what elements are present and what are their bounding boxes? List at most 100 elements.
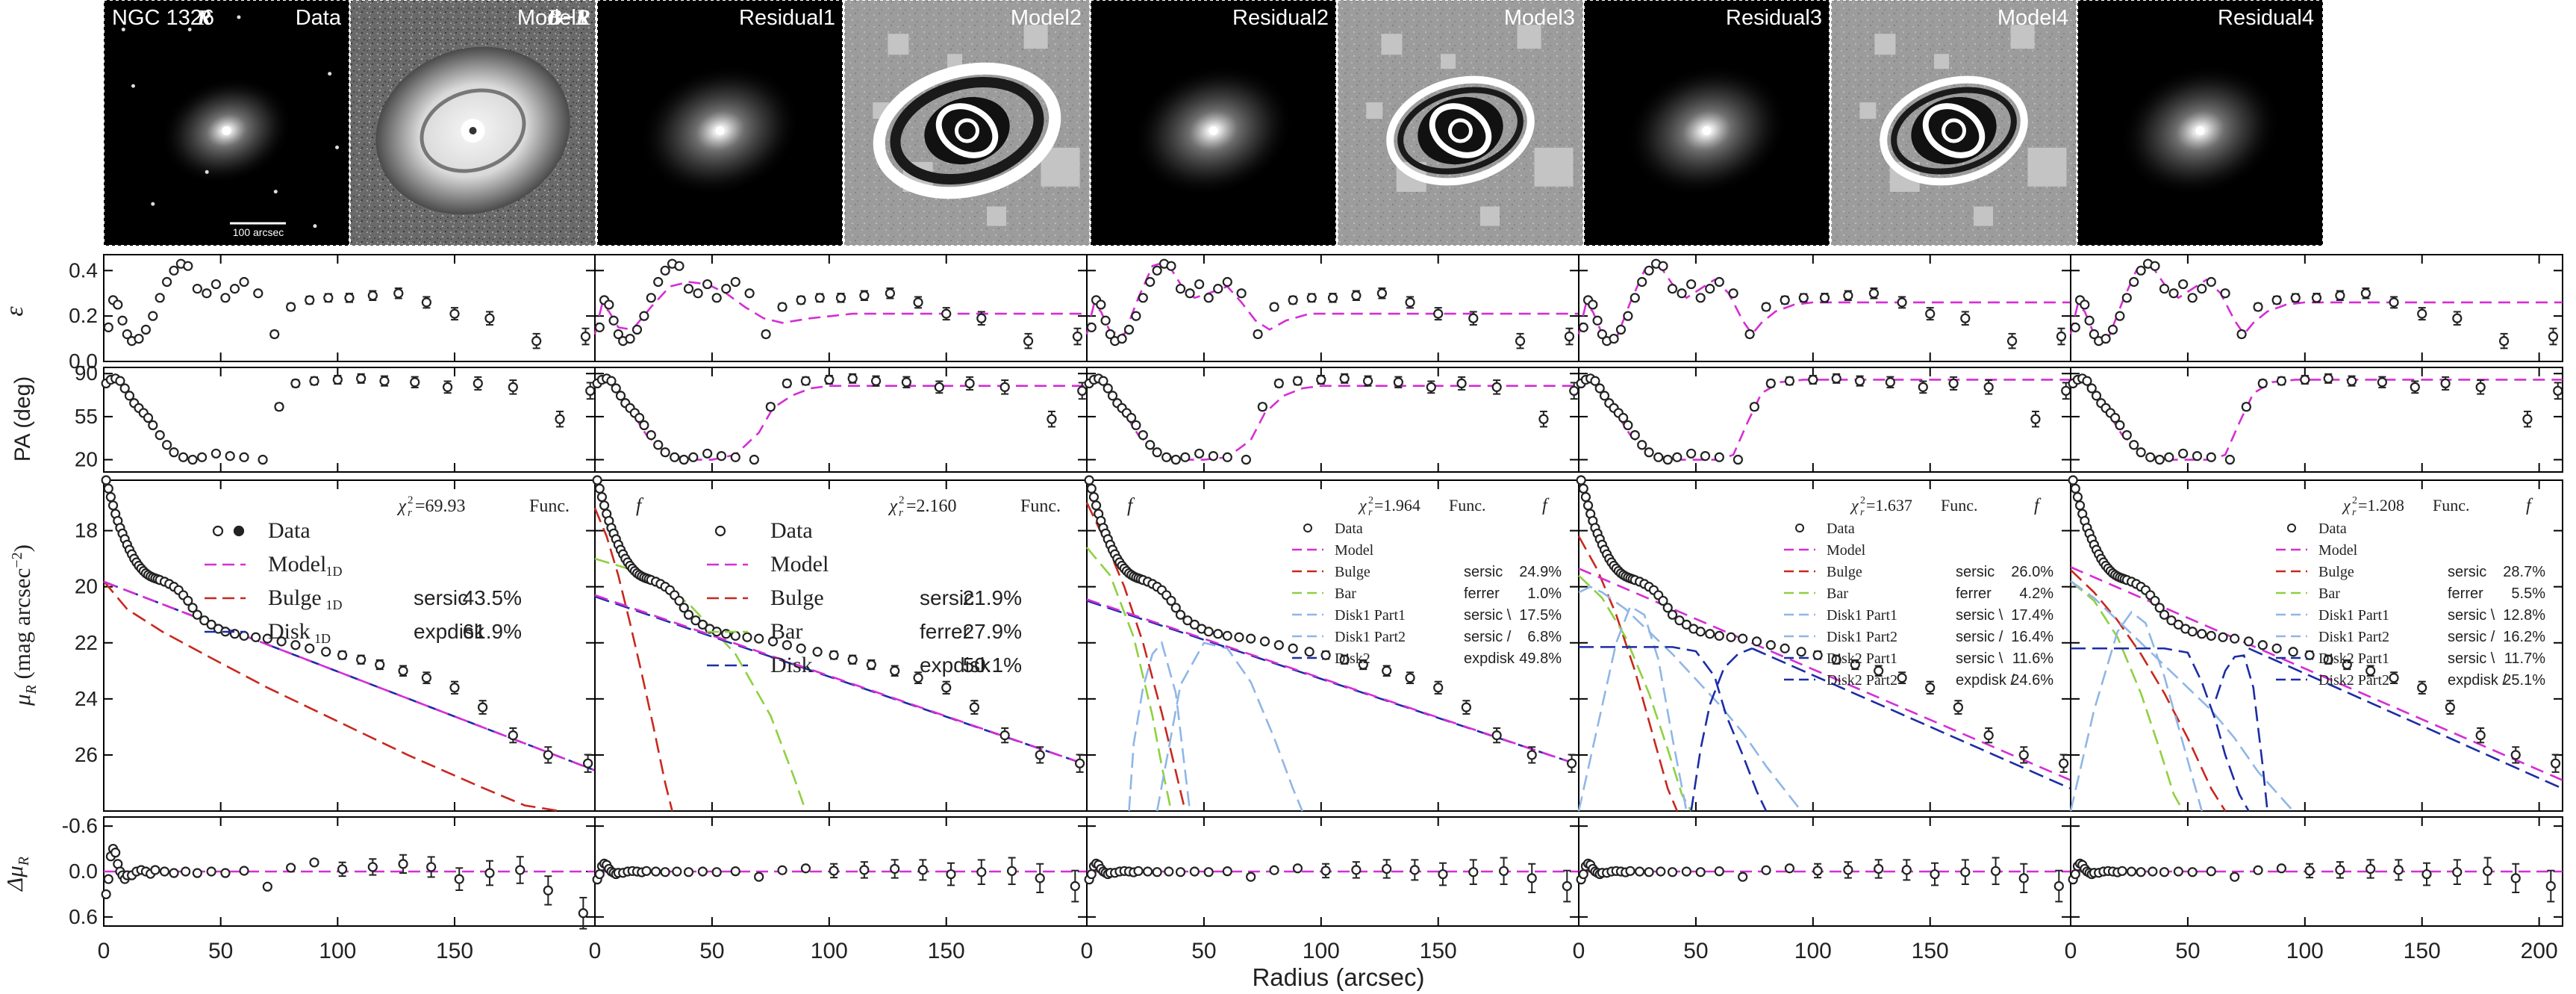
pa-data-point: [2206, 452, 2216, 462]
eps-data-point: [192, 284, 202, 294]
eps-data-point: [608, 315, 619, 326]
image-tile-3: [843, 0, 1091, 246]
x-tick-label: 150: [928, 939, 965, 963]
mu-data-point: [1582, 500, 1594, 511]
residual-point: [829, 866, 839, 876]
residual-point: [192, 868, 202, 878]
mu-data-point: [1726, 632, 1736, 642]
eps-data-point: [2121, 293, 2132, 303]
residual-spiral: [1429, 103, 1492, 158]
mu-data-point: [1491, 730, 1502, 741]
legend-label: Bar: [2318, 585, 2340, 602]
x-tick-label: 50: [1191, 939, 1216, 963]
mu-data-point: [1738, 633, 1748, 644]
eps-data-point: [1705, 284, 1715, 294]
mu-data-point: [449, 683, 460, 693]
legend-fraction: 49.8%: [1519, 650, 1562, 667]
eps-data-point: [1152, 265, 1162, 276]
res-tick-label: 0.0: [69, 860, 98, 883]
legend-subscript: 1D: [314, 631, 331, 646]
mu-data-point: [2074, 500, 2086, 511]
eps-data-point: [2080, 299, 2090, 310]
pa-data-point: [2346, 376, 2357, 386]
legend-func: ferrer: [1956, 585, 1992, 602]
pa-tick-label: 55: [75, 405, 98, 428]
legend-subscript: 1D: [326, 597, 343, 612]
residual-point: [1714, 866, 1724, 877]
panel-column-1: 0 50 100 150 χ r2 =2.160 Func. f Data Model Bulge se…: [589, 254, 1135, 963]
legend-header-func: Func.: [1020, 497, 1061, 516]
chi2-value: =1.208: [2358, 496, 2404, 515]
pa-data-point: [155, 429, 165, 441]
eps-data-point: [1798, 293, 1809, 303]
residual-nucleus: [1942, 118, 1966, 143]
eps-data-point: [134, 333, 144, 344]
eps-data-point: [2197, 284, 2207, 294]
eps-data-point: [2360, 288, 2371, 299]
pa-data-point: [124, 391, 135, 401]
br-nucleus: [469, 127, 477, 134]
pa-data-point: [800, 376, 811, 386]
residual-point: [1644, 867, 1654, 877]
eps-data-point: [2159, 284, 2170, 294]
res-symbol: Δμ: [1, 866, 28, 892]
chi2-value: =1.637: [1866, 496, 1912, 515]
residual-point: [1656, 866, 1666, 877]
eps-data-point: [2271, 295, 2282, 305]
residual-point: [1189, 866, 1200, 877]
residual-point: [976, 867, 987, 877]
y-label-res: ΔμR: [1, 857, 32, 892]
chi2-value: =69.93: [415, 497, 466, 516]
eps-tick-label: 0.4: [69, 258, 98, 282]
eps-data-point: [1630, 293, 1640, 303]
pa-data-point: [119, 383, 130, 394]
pa-data-point: [1170, 454, 1181, 465]
legend-header-f: f: [2034, 496, 2042, 515]
x-tick-label: 150: [1912, 939, 1949, 963]
mu-data-point: [1273, 640, 1284, 650]
pa-data-point: [1918, 382, 1928, 392]
eps-data-point: [1468, 313, 1479, 323]
mu-data-point: [1405, 673, 1415, 683]
star: [328, 72, 332, 76]
pa-data-point: [2129, 440, 2139, 450]
pa-data-point: [2553, 385, 2563, 396]
eps-data-point: [796, 295, 806, 305]
pa-data-point: [332, 374, 343, 385]
mu-data-point: [913, 673, 923, 683]
panel-column-4: 0 50 100 150 200 χ r2 =1.208 Func. f Data Model Bulg…: [2065, 254, 2563, 963]
mu-data-point: [543, 750, 553, 760]
pa-data-point: [870, 376, 882, 386]
residual-point: [1164, 866, 1174, 877]
mu-data-point: [1576, 475, 1586, 485]
mu-data-point: [2323, 654, 2333, 665]
pa-data-point: [1983, 382, 1994, 392]
x-tick-label: 100: [2286, 939, 2324, 963]
eps-data-point: [639, 311, 649, 321]
mu-data-point: [1170, 603, 1181, 613]
eps-data-point: [1564, 331, 1575, 342]
mu-data-point: [2304, 650, 2315, 660]
eps-data-point: [1072, 331, 1083, 342]
pa-data-point: [2192, 450, 2203, 462]
legend-fraction: 50.1%: [963, 653, 1022, 677]
pa-data-point: [2276, 376, 2287, 386]
mu-data-point: [477, 702, 488, 712]
mu-data-point: [103, 483, 113, 494]
mu-tick-label: 22: [75, 631, 98, 654]
mu-component-red: [103, 580, 561, 813]
mu-component-magenta: [594, 594, 1088, 766]
mu-data-point: [2218, 632, 2228, 642]
eps-data-point: [1405, 297, 1415, 308]
eps-data-point: [814, 293, 825, 303]
masked-region: [1441, 54, 1456, 69]
mu-data-point: [697, 619, 708, 630]
mu-component-magenta: [103, 580, 596, 771]
chi2-sub: r: [899, 507, 903, 519]
star: [131, 84, 135, 88]
legend-func: sersic: [1464, 564, 1503, 580]
mu-frame: [1578, 479, 2071, 812]
legend-label: Model: [268, 552, 326, 577]
galaxy-nucleus: [222, 126, 231, 135]
legend-label: Disk2 Part2: [1827, 672, 1897, 689]
